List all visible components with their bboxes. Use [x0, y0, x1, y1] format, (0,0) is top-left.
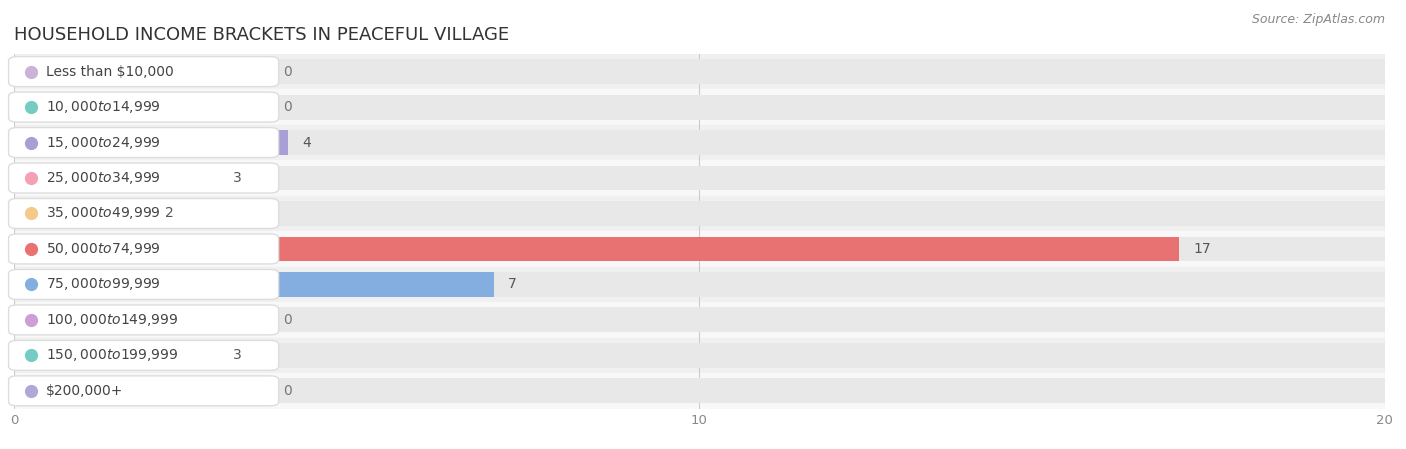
- FancyBboxPatch shape: [8, 92, 278, 122]
- Text: $150,000 to $199,999: $150,000 to $199,999: [45, 348, 179, 363]
- Bar: [14, 272, 494, 297]
- Bar: [14, 201, 152, 226]
- Text: 0: 0: [284, 100, 292, 114]
- Text: 4: 4: [302, 136, 311, 150]
- FancyBboxPatch shape: [8, 57, 278, 87]
- Bar: [14, 201, 1385, 226]
- Bar: [14, 343, 219, 368]
- Text: $75,000 to $99,999: $75,000 to $99,999: [45, 277, 160, 292]
- Text: $35,000 to $49,999: $35,000 to $49,999: [45, 206, 160, 221]
- Bar: [14, 338, 1385, 373]
- FancyBboxPatch shape: [8, 198, 278, 229]
- Text: Less than $10,000: Less than $10,000: [45, 65, 173, 79]
- Text: 7: 7: [508, 277, 516, 291]
- Text: $15,000 to $24,999: $15,000 to $24,999: [45, 135, 160, 150]
- FancyBboxPatch shape: [8, 234, 278, 264]
- Bar: [14, 231, 1385, 267]
- Text: 3: 3: [233, 171, 242, 185]
- Bar: [14, 54, 1385, 89]
- Text: 0: 0: [284, 384, 292, 398]
- Text: $25,000 to $34,999: $25,000 to $34,999: [45, 170, 160, 186]
- FancyBboxPatch shape: [8, 269, 278, 299]
- FancyBboxPatch shape: [8, 163, 278, 193]
- Bar: [14, 95, 1385, 119]
- Text: HOUSEHOLD INCOME BRACKETS IN PEACEFUL VILLAGE: HOUSEHOLD INCOME BRACKETS IN PEACEFUL VI…: [14, 26, 509, 44]
- Bar: [14, 130, 288, 155]
- Bar: [14, 196, 1385, 231]
- Bar: [14, 130, 1385, 155]
- Text: Source: ZipAtlas.com: Source: ZipAtlas.com: [1251, 13, 1385, 26]
- Text: $50,000 to $74,999: $50,000 to $74,999: [45, 241, 160, 257]
- Bar: [14, 166, 1385, 190]
- Bar: [14, 302, 1385, 338]
- Bar: [14, 237, 1385, 261]
- Text: 0: 0: [284, 313, 292, 327]
- Bar: [14, 237, 1180, 261]
- FancyBboxPatch shape: [8, 376, 278, 406]
- Bar: [14, 343, 1385, 368]
- Bar: [14, 125, 1385, 160]
- Bar: [14, 308, 1385, 332]
- Bar: [14, 89, 1385, 125]
- Bar: [14, 59, 1385, 84]
- Text: 2: 2: [165, 207, 173, 220]
- Text: 0: 0: [284, 65, 292, 79]
- Text: $100,000 to $149,999: $100,000 to $149,999: [45, 312, 179, 328]
- Bar: [14, 379, 1385, 403]
- Bar: [14, 373, 1385, 409]
- Text: $10,000 to $14,999: $10,000 to $14,999: [45, 99, 160, 115]
- FancyBboxPatch shape: [8, 340, 278, 370]
- FancyBboxPatch shape: [8, 305, 278, 335]
- Bar: [14, 166, 219, 190]
- Text: $200,000+: $200,000+: [45, 384, 122, 398]
- Bar: [14, 160, 1385, 196]
- Bar: [14, 272, 1385, 297]
- Bar: [14, 267, 1385, 302]
- Text: 17: 17: [1192, 242, 1211, 256]
- Text: 3: 3: [233, 348, 242, 362]
- FancyBboxPatch shape: [8, 128, 278, 158]
